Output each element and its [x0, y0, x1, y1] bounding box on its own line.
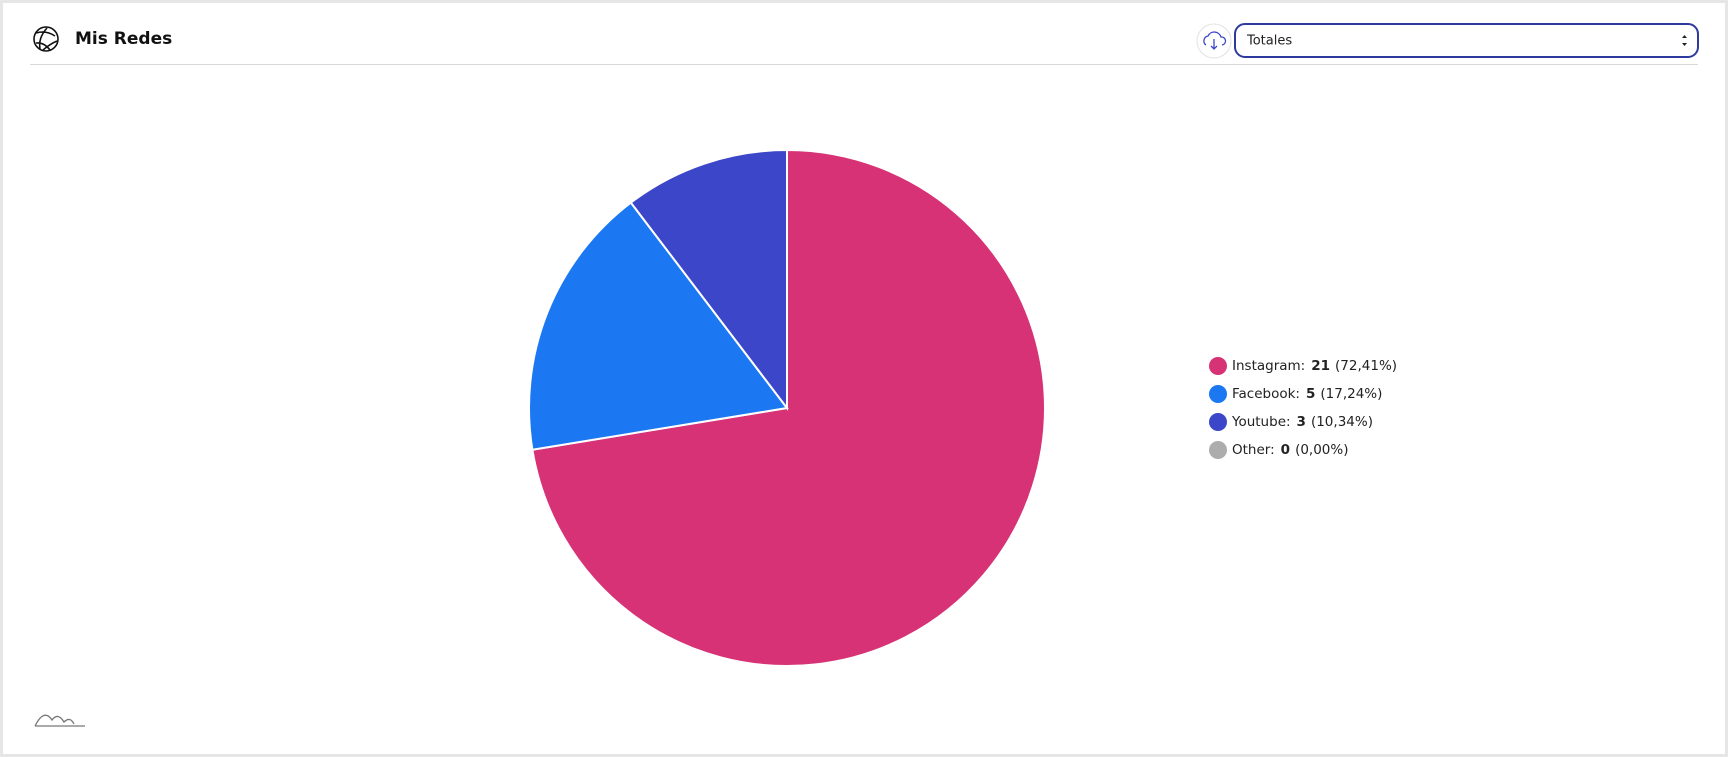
legend-percent: (10,34%) — [1311, 414, 1373, 430]
legend-value: 21 — [1311, 358, 1330, 374]
legend-value: 0 — [1281, 442, 1290, 458]
download-button[interactable] — [1196, 23, 1232, 59]
legend-entry: Instagram: 21 (72,41%) — [1232, 358, 1397, 374]
legend-label: Facebook: — [1232, 386, 1300, 402]
legend-marker — [1209, 441, 1227, 459]
legend-entry: Other: 0 (0,00%) — [1232, 442, 1348, 458]
legend-value: 5 — [1306, 386, 1315, 402]
legend-marker — [1209, 413, 1227, 431]
network-icon — [33, 26, 59, 52]
pie-slice — [528, 201, 789, 451]
period-select[interactable]: Totales — [1234, 23, 1699, 58]
legend-label: Youtube: — [1231, 414, 1291, 430]
legend-marker — [1209, 357, 1227, 375]
legend-percent: (17,24%) — [1320, 386, 1382, 402]
pie-slice — [531, 148, 1046, 667]
legend-percent: (72,41%) — [1335, 358, 1397, 374]
legend-percent: (0,00%) — [1295, 442, 1348, 458]
chart-title: Mis Redes — [75, 29, 172, 49]
legend-entry: Youtube: 3 (10,34%) — [1231, 414, 1373, 430]
legend-label: Instagram: — [1232, 358, 1305, 374]
legend-value: 3 — [1297, 414, 1306, 430]
pie-slice — [629, 148, 788, 411]
amcharts-logo — [34, 714, 85, 727]
legend-entry: Facebook: 5 (17,24%) — [1232, 386, 1382, 402]
legend-label: Other: — [1232, 442, 1275, 458]
select-value: Totales — [1246, 34, 1292, 49]
legend-marker — [1209, 385, 1227, 403]
